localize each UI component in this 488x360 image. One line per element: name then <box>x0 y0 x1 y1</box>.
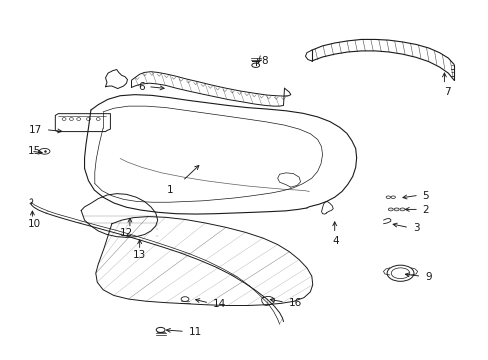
Text: 4: 4 <box>331 235 338 246</box>
Text: 8: 8 <box>261 56 267 66</box>
Text: 7: 7 <box>444 87 450 97</box>
Text: 6: 6 <box>138 82 144 92</box>
Text: 1: 1 <box>167 185 173 195</box>
Text: 16: 16 <box>288 298 301 308</box>
Text: 9: 9 <box>424 272 430 282</box>
Text: 12: 12 <box>120 228 133 238</box>
Text: 2: 2 <box>422 206 428 216</box>
Text: 17: 17 <box>29 125 42 135</box>
Text: 5: 5 <box>422 191 428 201</box>
Text: 13: 13 <box>132 250 145 260</box>
Text: 3: 3 <box>412 224 419 233</box>
Text: 11: 11 <box>188 327 201 337</box>
Text: 10: 10 <box>27 220 41 229</box>
Text: 14: 14 <box>212 299 225 309</box>
Text: 15: 15 <box>27 146 41 156</box>
